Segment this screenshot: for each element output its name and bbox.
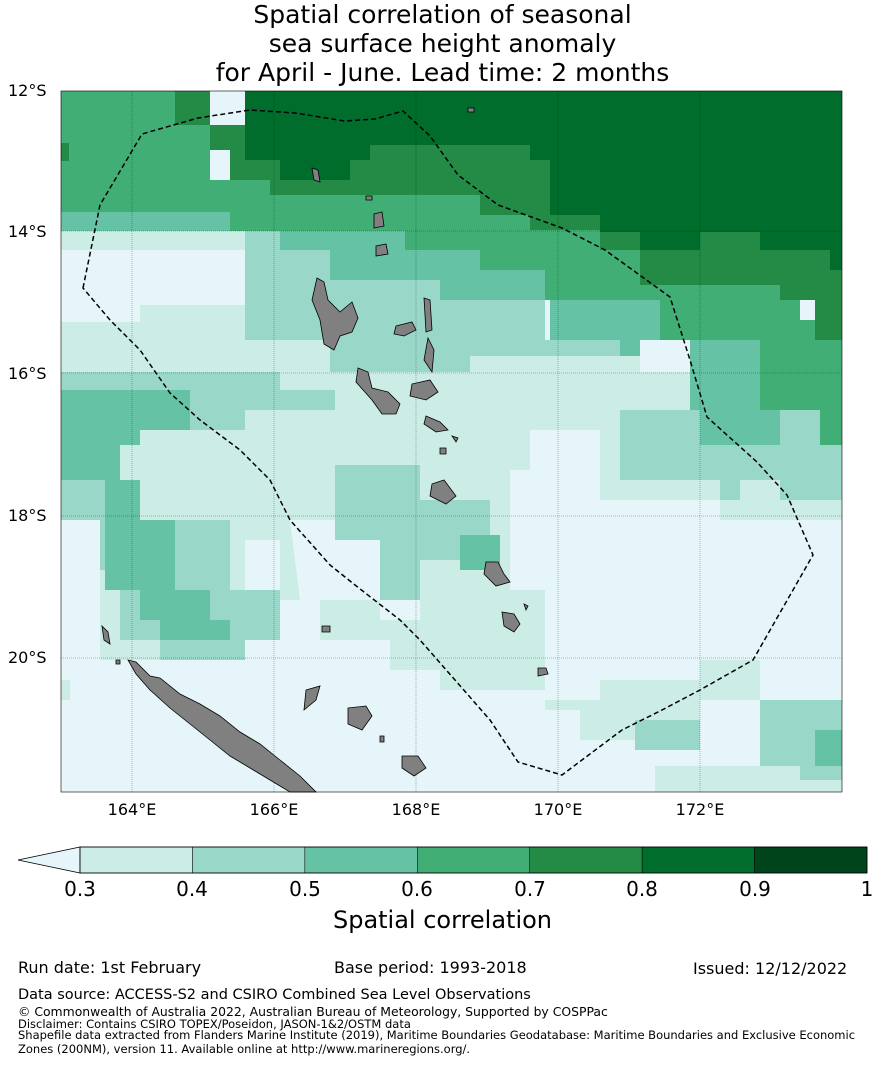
colorbar-swatch [641, 846, 755, 874]
disclaimer-note: Disclaimer: Contains CSIRO TOPEX/Poseido… [18, 1017, 411, 1031]
colorbar-tick: 1 [860, 877, 874, 901]
base-period: Base period: 1993-2018 [334, 958, 527, 977]
new-caledonia-island [127, 659, 317, 793]
lat-label-20s: 20°S [8, 648, 47, 667]
correlation-field [61, 91, 842, 792]
colorbar-label: Spatial correlation [332, 906, 553, 934]
chart-title: Spatial correlation of seasonal sea surf… [0, 0, 885, 87]
run-date: Run date: 1st February [18, 958, 202, 977]
espiritu-santo-island [311, 277, 359, 351]
colorbar-tick: 0.6 [401, 877, 433, 901]
colorbar-swatch [417, 846, 530, 874]
lat-label-18s: 18°S [8, 506, 47, 525]
data-source: Data source: ACCESS-S2 and CSIRO Combine… [18, 987, 531, 1003]
colorbar-extend-arrow [17, 846, 81, 874]
colorbar-tick: 0.5 [289, 877, 321, 901]
title-line-2: sea surface height anomaly [268, 29, 617, 58]
land-masses [101, 107, 549, 793]
efate-island [429, 479, 457, 505]
lon-label-164e: 164°E [107, 800, 157, 819]
colorbar-swatch [529, 846, 643, 874]
lat-label-16s: 16°S [8, 364, 47, 383]
colorbar-swatch [79, 846, 193, 874]
title-line-1: Spatial correlation of seasonal [253, 0, 632, 29]
tanna-island [501, 611, 521, 633]
colorbar [17, 846, 868, 874]
issued-date: Issued: 12/12/2022 [693, 959, 848, 978]
copyright-note: © Commonwealth of Australia 2022, Austra… [18, 1004, 608, 1019]
colorbar-tick: 0.9 [739, 877, 771, 901]
title-line-3: for April - June. Lead time: 2 months [215, 58, 670, 87]
colorbar-tick: 0.7 [514, 877, 546, 901]
colorbar-tick: 0.4 [176, 877, 208, 901]
graticule [61, 91, 842, 792]
malekula-island [355, 367, 401, 415]
colorbar-swatch [192, 846, 306, 874]
map-frame [60, 90, 843, 793]
colorbar-tick: 0.8 [626, 877, 658, 901]
lat-label-12s: 12°S [8, 81, 47, 100]
lon-label-170e: 170°E [533, 800, 583, 819]
lon-label-172e: 172°E [675, 800, 725, 819]
colorbar-swatch [304, 846, 418, 874]
lon-label-166e: 166°E [249, 800, 299, 819]
lat-label-14s: 14°S [8, 222, 47, 241]
lon-label-168e: 168°E [391, 800, 441, 819]
colorbar-swatch [754, 846, 868, 874]
colorbar-tick: 0.3 [64, 877, 96, 901]
eez-boundary [82, 109, 814, 776]
shapefile-note: Shapefile data extracted from Flanders M… [18, 1028, 856, 1056]
